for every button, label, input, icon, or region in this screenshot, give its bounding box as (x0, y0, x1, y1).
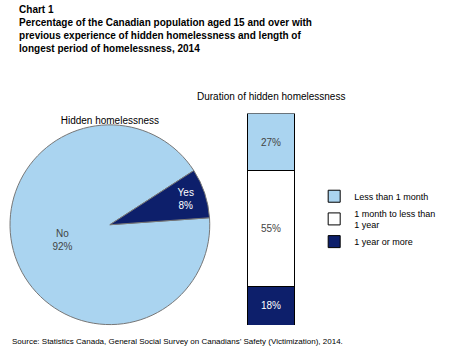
svg-text:Yes8%: Yes8% (178, 187, 194, 211)
svg-text:Source: Statistics Canada, Gen: Source: Statistics Canada, General Socia… (12, 337, 343, 346)
svg-text:27%: 27% (261, 137, 281, 148)
svg-text:55%: 55% (261, 223, 281, 234)
svg-text:Chart 1Percentage of the Canad: Chart 1Percentage of the Canadian popula… (19, 4, 312, 54)
svg-text:Hidden homelessness: Hidden homelessness (61, 115, 159, 126)
svg-text:1 month to less than1 year: 1 month to less than1 year (354, 209, 435, 231)
svg-text:Less than 1 month: Less than 1 month (354, 192, 428, 202)
svg-text:No92%: No92% (52, 228, 72, 252)
svg-text:Duration of hidden homelessnes: Duration of hidden homelessness (197, 91, 345, 102)
svg-text:18%: 18% (261, 300, 281, 311)
svg-text:1 year or more: 1 year or more (354, 237, 413, 247)
